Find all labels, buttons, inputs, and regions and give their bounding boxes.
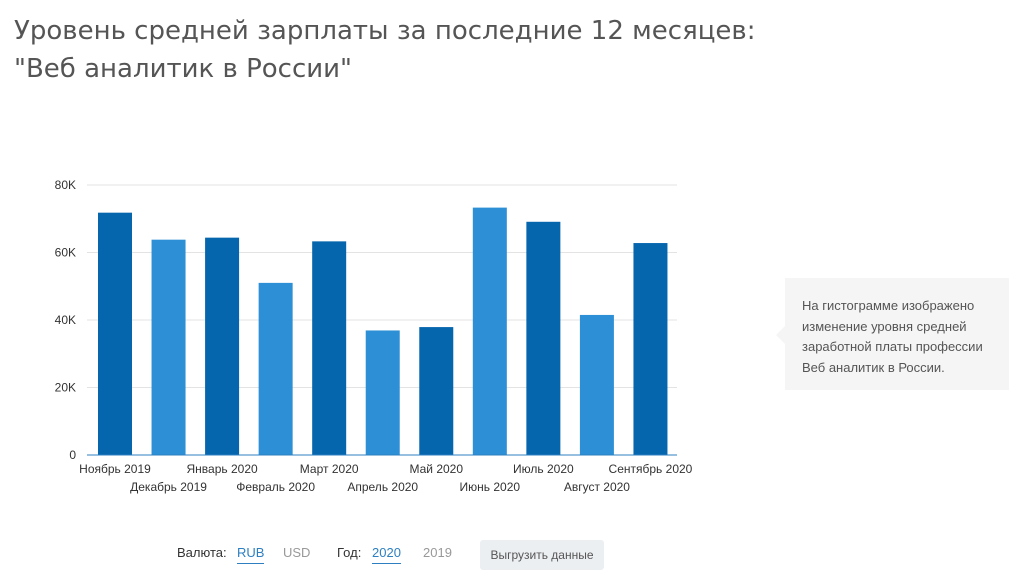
bar	[419, 327, 454, 455]
salary-bar-chart: 0 20K 40K 60K 80K Ноябрь 2019 Декабрь 2019 Янва…	[55, 178, 693, 494]
bar	[312, 241, 347, 455]
bar	[98, 212, 132, 455]
chart-description-text: На гистограмме изображено изменение уров…	[802, 298, 983, 375]
y-tick-label: 80K	[55, 178, 76, 192]
bar	[258, 282, 293, 455]
year-option-2019[interactable]: 2019	[423, 545, 452, 560]
page-title-line-1: Уровень средней зарплаты за последние 12…	[14, 16, 756, 46]
page-title-line-2: "Веб аналитик в России"	[14, 54, 352, 84]
export-data-button[interactable]: Выгрузить данные	[480, 540, 604, 570]
y-tick-label: 40K	[55, 313, 76, 327]
x-tick-label: Март 2020	[300, 462, 359, 476]
x-tick-label: Сентябрь 2020	[609, 462, 693, 476]
bar	[579, 314, 614, 455]
x-tick-label: Июль 2020	[513, 462, 574, 476]
bar	[205, 237, 240, 455]
x-tick-label: Январь 2020	[187, 462, 258, 476]
chart-controls: Валюта: RUB USD Год: 2020 2019 Выгрузить…	[0, 540, 1024, 572]
x-tick-label: Ноябрь 2019	[79, 462, 151, 476]
bar	[365, 330, 400, 455]
y-tick-label: 20K	[55, 381, 76, 395]
bar	[633, 243, 668, 455]
x-tick-label: Февраль 2020	[236, 480, 315, 494]
bar	[151, 239, 186, 455]
year-label: Год:	[337, 545, 362, 560]
bar	[526, 221, 561, 455]
page-title: Уровень средней зарплаты за последние 12…	[14, 12, 755, 88]
currency-option-usd[interactable]: USD	[283, 545, 311, 560]
x-tick-label: Июнь 2020	[460, 480, 521, 494]
x-tick-label: Май 2020	[409, 462, 463, 476]
y-tick-label: 0	[69, 448, 76, 462]
chart-description-note: На гистограмме изображено изменение уров…	[776, 278, 1009, 390]
x-tick-label: Август 2020	[564, 480, 630, 494]
year-option-2020[interactable]: 2020	[372, 545, 401, 564]
y-tick-label: 60K	[55, 246, 76, 260]
x-tick-label: Апрель 2020	[347, 480, 418, 494]
currency-option-rub[interactable]: RUB	[237, 545, 265, 564]
x-tick-label: Декабрь 2019	[130, 480, 207, 494]
currency-label: Валюта:	[177, 545, 227, 560]
bar	[472, 207, 507, 455]
